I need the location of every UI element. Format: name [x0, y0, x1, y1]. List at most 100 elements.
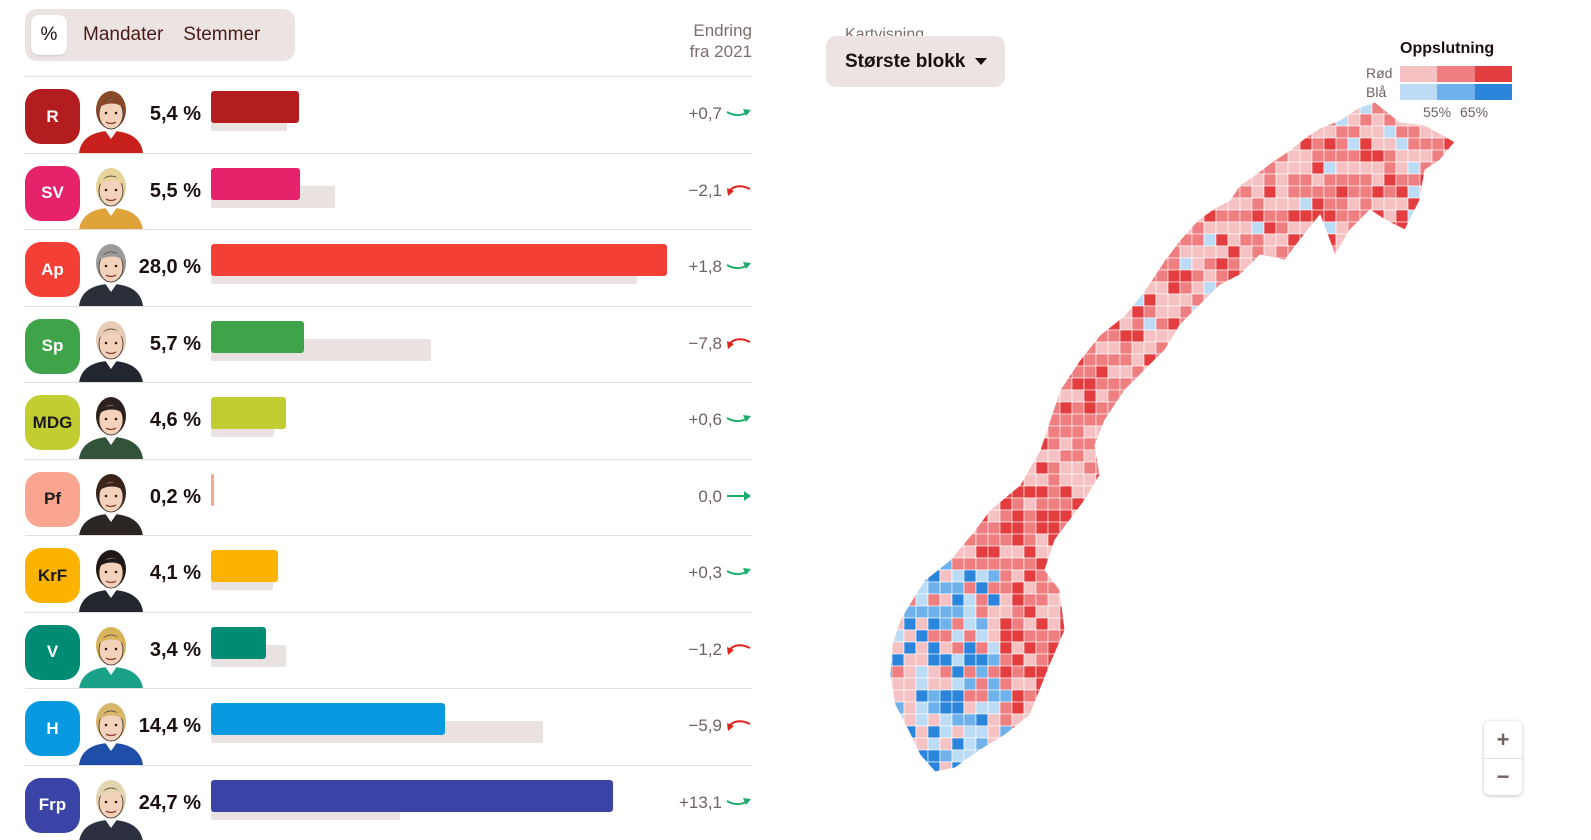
municipality[interactable] [1371, 605, 1385, 619]
municipality[interactable] [1396, 774, 1408, 780]
municipality[interactable] [1383, 569, 1397, 583]
municipality[interactable] [963, 233, 977, 247]
municipality[interactable] [975, 545, 989, 559]
municipality[interactable] [1251, 413, 1265, 427]
municipality[interactable] [1107, 90, 1121, 103]
municipality[interactable] [880, 281, 893, 295]
municipality[interactable] [1407, 737, 1421, 751]
municipality[interactable] [1191, 353, 1205, 367]
municipality[interactable] [1011, 209, 1025, 223]
municipality[interactable] [1407, 653, 1421, 667]
municipality[interactable] [1311, 689, 1325, 703]
municipality[interactable] [987, 761, 1001, 774]
municipality[interactable] [1095, 102, 1109, 115]
municipality[interactable] [1431, 377, 1445, 391]
municipality[interactable] [903, 233, 917, 247]
municipality[interactable] [1059, 449, 1073, 463]
municipality[interactable] [963, 149, 977, 163]
municipality[interactable] [1359, 545, 1373, 559]
municipality[interactable] [1179, 449, 1193, 463]
municipality[interactable] [939, 161, 953, 175]
municipality[interactable] [963, 125, 977, 139]
municipality[interactable] [1167, 509, 1181, 523]
municipality[interactable] [1167, 209, 1181, 223]
municipality[interactable] [1011, 125, 1025, 139]
municipality[interactable] [1443, 125, 1456, 139]
municipality[interactable] [1431, 221, 1445, 235]
municipality[interactable] [975, 90, 989, 103]
municipality[interactable] [1275, 629, 1289, 643]
municipality[interactable] [1456, 522, 1468, 534]
municipality[interactable] [1311, 113, 1325, 127]
municipality[interactable] [1311, 617, 1325, 631]
municipality[interactable] [987, 137, 1001, 151]
municipality[interactable] [1323, 161, 1337, 175]
municipality[interactable] [1456, 606, 1468, 618]
municipality[interactable] [1371, 761, 1385, 774]
municipality[interactable] [1323, 449, 1337, 463]
municipality[interactable] [1335, 533, 1349, 547]
municipality[interactable] [1275, 389, 1289, 403]
municipality[interactable] [1179, 245, 1193, 259]
municipality[interactable] [1383, 581, 1397, 595]
municipality[interactable] [1335, 90, 1349, 103]
municipality[interactable] [1347, 113, 1361, 127]
municipality[interactable] [987, 197, 1001, 211]
municipality[interactable] [1071, 257, 1085, 271]
municipality[interactable] [891, 569, 905, 583]
municipality[interactable] [1311, 245, 1325, 259]
municipality[interactable] [963, 353, 977, 367]
municipality[interactable] [1299, 761, 1313, 774]
municipality[interactable] [1119, 329, 1133, 343]
municipality[interactable] [951, 137, 965, 151]
municipality[interactable] [1167, 629, 1181, 643]
municipality[interactable] [1419, 413, 1433, 427]
municipality[interactable] [1011, 90, 1025, 103]
municipality[interactable] [903, 161, 917, 175]
municipality[interactable] [1119, 269, 1133, 283]
municipality[interactable] [1227, 689, 1241, 703]
municipality[interactable] [1095, 281, 1109, 295]
municipality[interactable] [915, 185, 929, 199]
municipality[interactable] [1456, 354, 1468, 366]
municipality[interactable] [1251, 221, 1265, 235]
municipality[interactable] [1275, 233, 1289, 247]
municipality[interactable] [1059, 401, 1073, 415]
municipality[interactable] [999, 365, 1013, 379]
municipality[interactable] [1468, 474, 1470, 486]
municipality[interactable] [1143, 365, 1157, 379]
municipality[interactable] [1191, 605, 1205, 619]
municipality[interactable] [1035, 377, 1049, 391]
municipality[interactable] [1011, 437, 1025, 451]
municipality[interactable] [1167, 353, 1181, 367]
municipality[interactable] [1060, 774, 1072, 780]
municipality[interactable] [1431, 257, 1445, 271]
municipality[interactable] [1275, 113, 1289, 127]
municipality[interactable] [1395, 401, 1409, 415]
municipality[interactable] [927, 209, 941, 223]
municipality[interactable] [1143, 221, 1157, 235]
municipality[interactable] [1191, 617, 1205, 631]
municipality[interactable] [1023, 509, 1037, 523]
municipality[interactable] [880, 401, 893, 415]
municipality[interactable] [1311, 329, 1325, 343]
municipality[interactable] [1179, 545, 1193, 559]
municipality[interactable] [1023, 653, 1037, 667]
municipality[interactable] [1251, 569, 1265, 583]
municipality[interactable] [1215, 737, 1229, 751]
municipality[interactable] [999, 173, 1013, 187]
municipality[interactable] [1263, 461, 1277, 475]
municipality[interactable] [1095, 545, 1109, 559]
municipality[interactable] [999, 90, 1013, 103]
municipality[interactable] [939, 449, 953, 463]
municipality[interactable] [1456, 270, 1468, 282]
municipality[interactable] [1035, 629, 1049, 643]
municipality[interactable] [1011, 449, 1025, 463]
municipality[interactable] [1335, 485, 1349, 499]
municipality[interactable] [1323, 173, 1337, 187]
municipality[interactable] [987, 653, 1001, 667]
municipality[interactable] [1179, 605, 1193, 619]
municipality[interactable] [1359, 473, 1373, 487]
municipality[interactable] [1431, 341, 1445, 355]
municipality[interactable] [1167, 305, 1181, 319]
